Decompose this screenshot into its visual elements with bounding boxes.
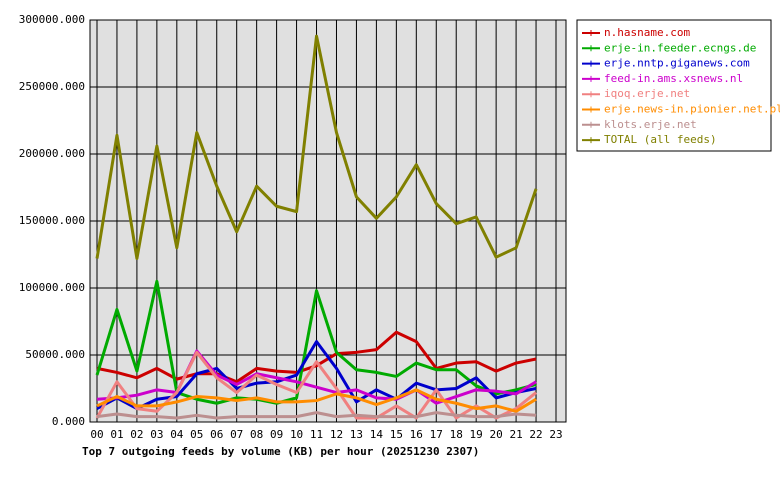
x-tick-label: 02: [130, 428, 143, 441]
x-tick-label: 17: [430, 428, 443, 441]
legend-label: erje.news-in.pionier.net.pl: [604, 103, 780, 116]
y-tick-label: 150000.000: [19, 214, 85, 227]
y-tick-label: 300000.000: [19, 13, 85, 26]
y-tick-label: 0.000: [52, 415, 85, 428]
x-tick-label: 11: [310, 428, 323, 441]
x-tick-label: 18: [450, 428, 463, 441]
x-tick-label: 07: [230, 428, 243, 441]
legend-label: erje.nntp.giganews.com: [604, 57, 750, 70]
x-tick-label: 16: [410, 428, 423, 441]
x-tick-label: 04: [170, 428, 184, 441]
y-tick-label: 100000.000: [19, 281, 85, 294]
chart-title: Top 7 outgoing feeds by volume (KB) per …: [82, 445, 479, 458]
x-tick-label: 10: [290, 428, 303, 441]
series-line: [96, 411, 537, 420]
legend-label: n.hasname.com: [604, 26, 690, 39]
series-line: [96, 388, 537, 413]
x-tick-label: 00: [90, 428, 103, 441]
x-tick-label: 22: [529, 428, 542, 441]
legend-label: TOTAL (all feeds): [604, 133, 717, 146]
legend-label: feed-in.ams.xsnews.nl: [604, 72, 743, 85]
y-tick-label: 200000.000: [19, 147, 85, 160]
series-line: [95, 350, 537, 420]
x-tick-label: 23: [549, 428, 562, 441]
x-tick-label: 13: [350, 428, 363, 441]
x-tick-label: 09: [270, 428, 283, 441]
y-tick-label: 250000.000: [19, 80, 85, 93]
x-tick-label: 05: [190, 428, 203, 441]
legend-label: klots.erje.net: [604, 118, 697, 131]
x-tick-label: 19: [470, 428, 483, 441]
x-tick-label: 20: [490, 428, 503, 441]
legend-box: [576, 19, 772, 152]
x-tick-label: 03: [150, 428, 163, 441]
series-line: [95, 34, 538, 261]
x-tick-label: 06: [210, 428, 223, 441]
x-tick-label: 21: [509, 428, 522, 441]
series-line: [96, 330, 537, 384]
series-line: [96, 349, 537, 405]
x-tick-label: 14: [370, 428, 384, 441]
x-tick-label: 15: [390, 428, 403, 441]
legend-label: erje-in.feeder.ecngs.de: [604, 41, 756, 54]
x-tick-label: 01: [110, 428, 123, 441]
x-tick-label: 08: [250, 428, 263, 441]
series-line: [95, 279, 537, 405]
x-tick-label: 12: [330, 428, 343, 441]
legend-label: iqoq.erje.net: [604, 87, 690, 100]
y-tick-label: 50000.000: [25, 348, 85, 361]
